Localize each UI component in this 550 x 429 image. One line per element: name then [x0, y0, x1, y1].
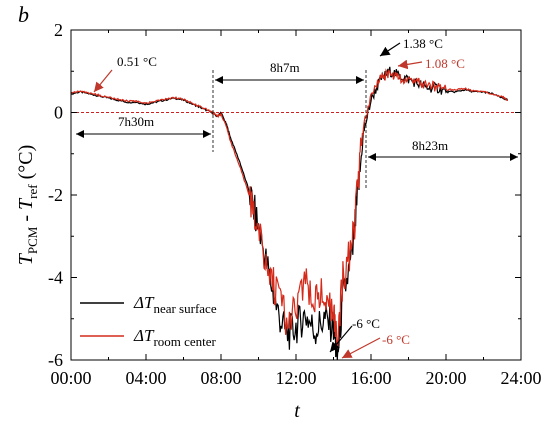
x-tick-label: 24:00 — [500, 368, 541, 388]
duration-markers: 7h30m 8h7m 8h23m — [76, 60, 518, 190]
x-axis-label: t — [294, 400, 300, 422]
label-dur2: 8h7m — [270, 60, 300, 75]
arrow-min-red — [341, 337, 381, 359]
x-tick-label: 20:00 — [425, 368, 466, 388]
label-min-red: -6 °C — [382, 332, 410, 347]
arrow-peak-black — [379, 42, 401, 57]
panel-label: b — [18, 2, 29, 27]
y-tick-label: -2 — [48, 185, 63, 205]
label-dur3: 8h23m — [412, 138, 448, 153]
x-tick-labels: 00:00 04:00 08:00 12:00 16:00 20:00 24:00 — [50, 368, 541, 388]
arrow-peak-red — [397, 59, 423, 70]
label-peak-left: 0.51 °C — [117, 54, 157, 69]
arrow-min-black — [329, 325, 353, 353]
legend-entry-room-center: ΔTroom center — [133, 326, 217, 349]
y-axis-label: TPCM - Tref (°C) — [15, 145, 40, 266]
x-tick-label: 16:00 — [350, 368, 391, 388]
series-line-room-center — [70, 68, 509, 347]
value-annotations: 0.51 °C 1.38 °C 1.08 °C -6 °C -6 °C — [93, 36, 465, 359]
series-line-near-surface — [70, 66, 508, 361]
legend-entry-near-surface: ΔTnear surface — [133, 293, 217, 316]
x-tick-label: 04:00 — [125, 368, 166, 388]
plot-frame — [70, 29, 522, 361]
y-tick-label: 0 — [54, 103, 63, 123]
y-tick-labels: -6 -4 -2 0 2 — [48, 20, 63, 370]
x-tick-label: 12:00 — [275, 368, 316, 388]
arrow-peak-left — [93, 69, 113, 93]
y-tick-label: 2 — [54, 20, 63, 40]
x-tick-label: 00:00 — [50, 368, 91, 388]
legend: ΔTnear surface ΔTroom center — [80, 293, 217, 349]
label-dur1: 7h30m — [118, 114, 154, 129]
label-peak-black: 1.38 °C — [403, 36, 443, 51]
y-tick-label: -6 — [48, 350, 63, 370]
label-min-black: -6 °C — [352, 316, 380, 331]
x-tick-label: 08:00 — [200, 368, 241, 388]
label-peak-red: 1.08 °C — [425, 56, 465, 71]
y-tick-label: -4 — [48, 268, 63, 288]
